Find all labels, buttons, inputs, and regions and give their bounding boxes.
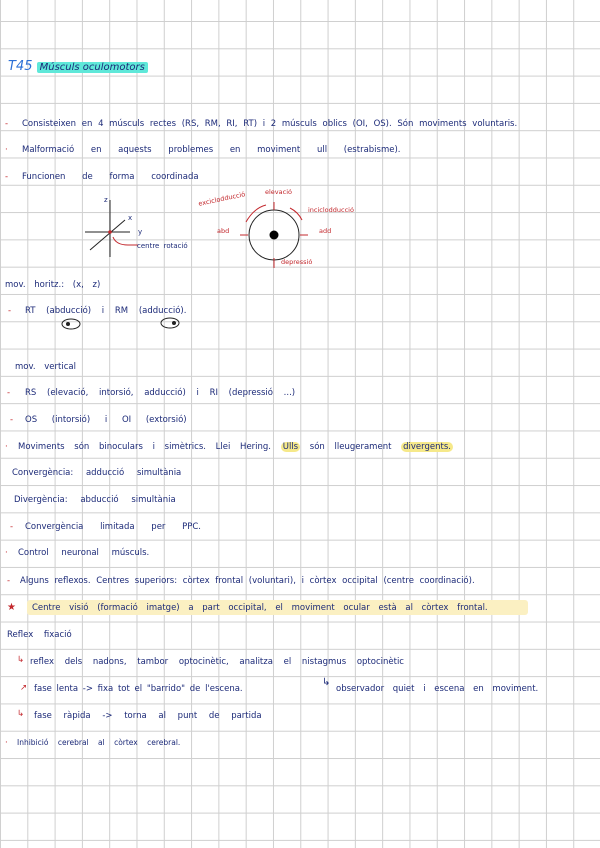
title-code: T45 xyxy=(8,59,33,74)
note-line: Moviments són binoculars i simètrics. Ll… xyxy=(18,441,453,453)
pupil xyxy=(66,322,70,326)
arrow-icon: ↳ xyxy=(17,655,25,665)
x-axis xyxy=(89,219,126,251)
note-line: Convergència limitada per PPC. xyxy=(25,522,202,532)
note-line: observador quiet i escena en moviment. xyxy=(336,684,539,694)
inciclo-label: inciclodducció xyxy=(308,206,354,214)
bullet-dash: - xyxy=(7,576,11,586)
note-line: Consisteixen en 4 músculs rectes (RS, RM… xyxy=(22,119,518,129)
highlight-band xyxy=(27,600,528,615)
elevacio-label: elevació xyxy=(265,188,292,196)
bullet-dot: · xyxy=(5,738,8,748)
eye-sketches xyxy=(61,317,180,330)
note-line: reflex dels nadons, tambor optocinètic, … xyxy=(30,657,404,667)
note-line: Funcionen de forma coordinada xyxy=(22,172,199,182)
rotation-centre xyxy=(108,230,112,234)
note-line: Reflex fixació xyxy=(7,630,72,640)
note-line: Malformació en aquests problemes en movi… xyxy=(22,145,401,155)
eye-oval-abduction xyxy=(61,318,81,330)
arrow-icon xyxy=(112,236,138,246)
note-line: OS (intorsió) i OI (extorsió) xyxy=(25,415,187,425)
bullet-dot: · xyxy=(5,548,8,558)
star-icon: ★ xyxy=(7,602,16,613)
arrow-icon: ↳ xyxy=(17,709,25,719)
note-line: RT (abducció) i RM (adducció). xyxy=(25,306,187,316)
bullet-dash: - xyxy=(10,415,14,425)
note-line: fase lenta -> fixa tot el "barrido" de l… xyxy=(34,684,243,694)
bullet-dash: - xyxy=(7,388,11,398)
add-label: add xyxy=(319,227,332,235)
note-line: Divergència: abducció simultània xyxy=(14,495,176,505)
bullet-dash: - xyxy=(10,522,14,532)
note-line: fase ràpida -> torna al punt de partida xyxy=(34,711,262,721)
text: són lleugerament xyxy=(309,442,392,452)
note-line: Convergència: adducció simultània xyxy=(12,468,182,478)
pupil xyxy=(269,230,279,240)
axes-diagram xyxy=(85,200,138,257)
pupil xyxy=(172,321,176,325)
arrow-icon: ↗ xyxy=(20,683,28,693)
text: Moviments són binoculars i simètrics. Ll… xyxy=(18,442,272,452)
x-label: x xyxy=(128,214,133,222)
arrow-icon: ↳ xyxy=(322,677,331,688)
highlight: Ulls xyxy=(280,442,301,452)
note-line: Control neuronal músculs. xyxy=(18,548,150,558)
bullet-dot: · xyxy=(5,442,8,452)
note-line: Inhibició cerebral al còrtex cerebral. xyxy=(17,738,181,747)
bullet-dash: - xyxy=(5,172,9,182)
title-text: Músculs oculomotors xyxy=(36,62,148,73)
centre-rotacio-label: centre rotació xyxy=(137,242,188,250)
note-line: mov. vertical xyxy=(15,362,76,372)
bullet-dash: - xyxy=(8,306,12,316)
note-line: RS (elevació, intorsió, adducció) i RI (… xyxy=(25,388,296,398)
note-line: mov. horitz.: (x, z) xyxy=(5,280,101,290)
eye-oval-adduction xyxy=(160,317,180,329)
bullet-dot: · xyxy=(5,145,8,155)
arc-arrow-icon xyxy=(289,207,303,221)
y-label: y xyxy=(138,228,143,236)
highlight: divergents. xyxy=(401,442,453,452)
depressio-label: depressió xyxy=(281,258,313,266)
page-title: T45 Músculs oculomotors xyxy=(8,59,148,74)
note-line: Alguns reflexos. Centres superiors: còrt… xyxy=(20,576,475,586)
abd-label: abd xyxy=(217,227,230,235)
note-line: Centre visió (formació imatge) a part oc… xyxy=(32,603,488,613)
arc-arrow-icon xyxy=(245,204,267,223)
z-label: z xyxy=(104,196,108,204)
eye-diagram xyxy=(240,202,308,268)
bullet-dash: - xyxy=(5,119,9,129)
